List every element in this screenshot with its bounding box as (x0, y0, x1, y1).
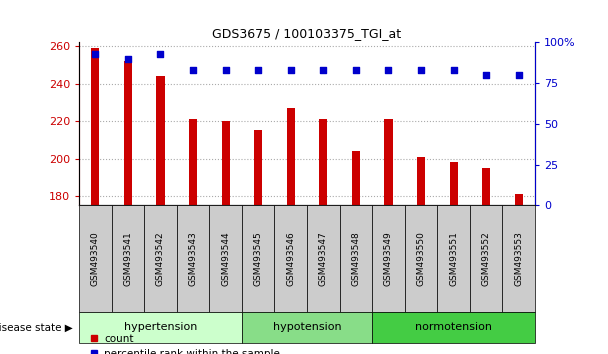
Text: GSM493550: GSM493550 (416, 231, 426, 286)
Text: GSM493547: GSM493547 (319, 231, 328, 286)
Point (351, 67, 361, 73)
Text: GSM493546: GSM493546 (286, 231, 295, 286)
Point (514, 72, 523, 78)
Bar (515, 194, 523, 205)
Bar (482, 168, 490, 205)
Text: disease state ▶: disease state ▶ (0, 322, 73, 332)
Bar (287, 108, 295, 205)
Bar (91, 48, 99, 205)
Text: hypotension: hypotension (273, 322, 341, 332)
Bar (221, 121, 230, 205)
Bar (124, 61, 132, 205)
Point (482, 72, 491, 78)
Text: GSM493540: GSM493540 (91, 231, 100, 286)
Bar (449, 162, 458, 205)
Text: normotension: normotension (415, 322, 492, 332)
Point (188, 67, 198, 73)
Point (254, 67, 263, 73)
Text: GSM493551: GSM493551 (449, 231, 458, 286)
Bar (352, 151, 360, 205)
Point (221, 67, 230, 73)
Point (384, 67, 393, 73)
Bar (189, 119, 197, 205)
Text: GSM493541: GSM493541 (123, 231, 133, 286)
Text: GSM493552: GSM493552 (482, 231, 491, 286)
Text: GSM493544: GSM493544 (221, 231, 230, 286)
Point (156, 51, 165, 57)
Text: GSM493549: GSM493549 (384, 231, 393, 286)
Legend: count, percentile rank within the sample: count, percentile rank within the sample (85, 330, 284, 354)
Point (319, 67, 328, 73)
Text: GSM493542: GSM493542 (156, 231, 165, 286)
Point (123, 56, 133, 62)
Bar (319, 119, 327, 205)
Bar (417, 157, 425, 205)
Point (416, 67, 426, 73)
Point (286, 67, 295, 73)
Point (91, 51, 100, 57)
Text: GSM493553: GSM493553 (514, 231, 523, 286)
Point (449, 67, 458, 73)
Text: GSM493545: GSM493545 (254, 231, 263, 286)
Text: GSM493543: GSM493543 (188, 231, 198, 286)
Bar (384, 119, 393, 205)
Bar (254, 131, 262, 205)
Title: GDS3675 / 100103375_TGI_at: GDS3675 / 100103375_TGI_at (212, 27, 402, 40)
Text: hypertension: hypertension (124, 322, 197, 332)
Bar (156, 76, 165, 205)
Text: GSM493548: GSM493548 (351, 231, 361, 286)
